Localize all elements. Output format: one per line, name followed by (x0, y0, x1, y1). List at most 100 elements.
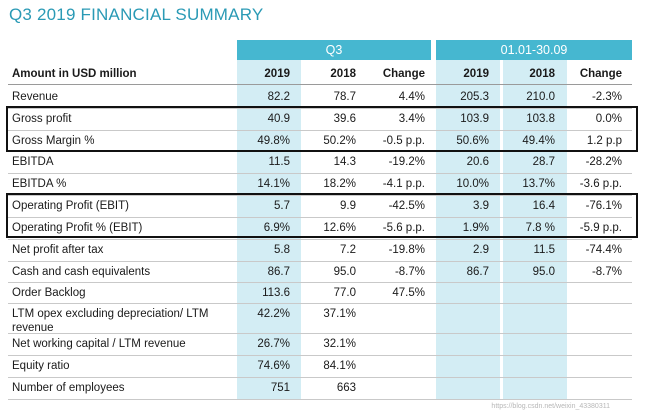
header-amount-label: Amount in USD million (12, 68, 137, 80)
highlight-box (6, 193, 638, 238)
table-cell: 42.2% (257, 308, 290, 320)
table-cell: 103.8 (526, 113, 555, 125)
header-col: 2019 (463, 68, 489, 80)
table-cell: -0.5 p.p. (382, 135, 425, 147)
table-cell: 113.6 (262, 287, 290, 299)
table-cell: 77.0 (333, 287, 356, 299)
table-cell: 95.0 (333, 266, 356, 278)
row-divider (8, 195, 632, 196)
row-divider (8, 173, 632, 174)
table-cell: 37.1% (323, 308, 356, 320)
table-cell: 3.9 (473, 200, 489, 212)
table-cell: 205.3 (460, 91, 489, 103)
table-cell: 39.6 (333, 113, 356, 125)
table-cell: 11.5 (268, 156, 290, 168)
table-cell: 751 (270, 382, 290, 394)
table-cell: 86.7 (466, 266, 489, 278)
row-label: Gross profit (12, 113, 72, 125)
table-cell: 50.6% (456, 135, 489, 147)
table-cell: -19.2% (388, 156, 425, 168)
table-cell: -3.6 p.p. (579, 178, 622, 190)
table-cell: 0.0% (595, 113, 622, 125)
table-cell: 40.9 (267, 113, 290, 125)
table-cell: 18.2% (323, 178, 356, 190)
row-label: Net working capital / LTM revenue (12, 338, 186, 350)
table-cell: 9.9 (340, 200, 356, 212)
table-cell: 78.7 (333, 91, 356, 103)
table-cell: 10.0% (456, 178, 489, 190)
row-divider (8, 355, 632, 356)
table-cell: 47.5% (392, 287, 425, 299)
table-cell: 103.9 (460, 113, 489, 125)
row-divider (8, 399, 632, 400)
column-band (237, 60, 301, 399)
table-cell: -19.8% (388, 244, 425, 256)
row-label: LTM opex excluding depreciation/ LTM rev… (12, 308, 209, 334)
header-col: Change (382, 68, 425, 80)
row-divider (8, 217, 632, 218)
highlight-box (6, 106, 638, 152)
table-cell: 7.8 % (525, 222, 555, 234)
table-cell: -28.2% (585, 156, 622, 168)
row-divider (8, 108, 632, 109)
table-cell: -42.5% (388, 200, 425, 212)
table-cell: 663 (336, 382, 356, 394)
header-col: 2018 (330, 68, 356, 80)
table-cell: 6.9% (263, 222, 290, 234)
table-cell: 13.7% (522, 178, 555, 190)
table-cell: -74.4% (585, 244, 622, 256)
table-cell: 14.1% (257, 178, 290, 190)
table-cell: 28.7 (532, 156, 555, 168)
table-cell: 1.9% (462, 222, 489, 234)
header-col: 2018 (529, 68, 555, 80)
table-cell: 49.8% (257, 135, 290, 147)
table-cell: 16.4 (532, 200, 555, 212)
table-cell: 50.2% (323, 135, 356, 147)
row-label: EBITDA (12, 156, 54, 168)
column-band (503, 60, 567, 399)
column-band (436, 60, 500, 399)
table-cell: 210.0 (526, 91, 555, 103)
row-label: Operating Profit % (EBIT) (12, 222, 143, 234)
table-cell: -8.7% (394, 266, 425, 278)
table-cell: 32.1% (323, 338, 356, 350)
table-cell: 26.7% (257, 338, 290, 350)
row-divider (8, 303, 632, 304)
table-cell: -76.1% (585, 200, 622, 212)
row-label: Operating Profit (EBIT) (12, 200, 129, 212)
row-label: Order Backlog (12, 287, 86, 299)
header-group-q3: Q3 (237, 40, 431, 60)
row-label: EBITDA % (12, 178, 67, 190)
table-cell: 11.5 (533, 244, 555, 256)
table-cell: 5.7 (274, 200, 290, 212)
header-divider (8, 84, 632, 85)
row-divider (8, 261, 632, 262)
table-cell: -4.1 p.p. (382, 178, 425, 190)
table-cell: 5.8 (274, 244, 290, 256)
header-group-ytd: 01.01-30.09 (436, 40, 632, 60)
page-title: Q3 2019 FINANCIAL SUMMARY (9, 5, 264, 24)
row-divider (8, 239, 632, 240)
table-cell: 49.4% (522, 135, 555, 147)
table-cell: 14.3 (333, 156, 356, 168)
table-cell: 1.2 p.p (586, 135, 622, 147)
table-cell: 12.6% (323, 222, 356, 234)
table-cell: 84.1% (323, 360, 356, 372)
table-cell: -5.6 p.p. (382, 222, 425, 234)
row-divider (8, 282, 632, 283)
table-cell: 86.7 (267, 266, 290, 278)
table-cell: 7.2 (340, 244, 356, 256)
row-label: Cash and cash equivalents (12, 266, 151, 278)
table-cell: 2.9 (473, 244, 489, 256)
row-label: Revenue (12, 91, 59, 103)
table-cell: 95.0 (532, 266, 555, 278)
table-cell: 3.4% (398, 113, 425, 125)
table-cell: -2.3% (591, 91, 622, 103)
table-cell: 20.6 (466, 156, 489, 168)
table-cell: 4.4% (398, 91, 425, 103)
row-label: Number of employees (12, 382, 125, 394)
row-label: Net profit after tax (12, 244, 104, 256)
row-divider (8, 377, 632, 378)
table-cell: -5.9 p.p. (579, 222, 622, 234)
